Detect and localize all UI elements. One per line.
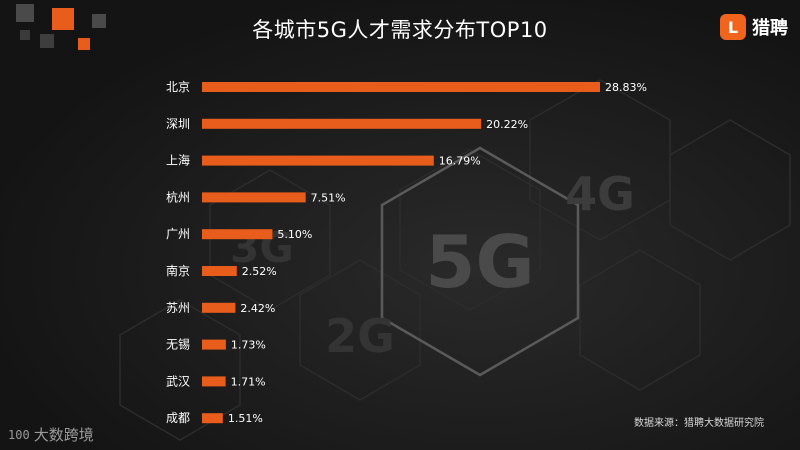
hexagon [579,249,701,391]
chart-title: 各城市5G人才需求分布TOP10 [252,18,548,42]
liepin-logo-text: 猎聘 [752,18,788,39]
cube-gray [16,4,34,22]
hexagon-grid [119,79,791,441]
category-label: 苏州 [166,301,190,315]
cube-gray-4 [20,30,30,40]
data-source-note: 数据来源：猎聘大数据研究院 [634,418,764,429]
watermark: 100 大数跨境 [8,424,94,445]
category-label: 无锡 [166,337,190,352]
value-label: 1.51% [228,412,263,425]
bar [202,155,434,166]
category-label: 武汉 [166,374,190,388]
liepin-logo-icon: L [720,14,746,40]
bar [202,229,273,240]
watermark-text: 大数跨境 [33,426,94,444]
value-label: 5.10% [277,228,312,241]
value-label: 2.52% [242,265,277,278]
bg-label-2g: 2G [325,309,395,363]
value-label: 1.73% [231,339,266,352]
hexagon [669,119,791,261]
bar [202,118,482,129]
hexagon-5g-frame [380,146,580,377]
value-label: 1.71% [231,375,266,388]
category-label: 上海 [166,153,190,168]
bg-label-4g: 4G [565,167,635,221]
category-label: 成都 [166,411,190,425]
bar [202,192,306,203]
category-label: 杭州 [166,189,190,204]
hexagon [399,149,541,311]
value-label: 16.79% [439,155,481,168]
liepin-logo: L 猎聘 [720,14,788,40]
cube-gray-3 [40,34,54,48]
value-label: 20.22% [486,118,528,131]
hexagon [119,299,241,441]
cube-orange-2 [78,38,90,50]
hexagon [299,259,421,401]
hexagon [209,169,331,311]
category-label: 广州 [166,227,190,241]
bar [202,266,237,276]
hexagon [529,79,671,241]
cube-gray-2 [92,14,106,28]
value-label: 7.51% [311,191,346,204]
bar [202,302,236,313]
bg-label-5g: 5G [425,220,534,304]
bar [202,339,226,350]
category-label: 北京 [166,80,190,94]
corner-cubes [16,4,106,50]
category-label: 深圳 [166,117,190,131]
category-label: 南京 [166,263,190,278]
bar [202,82,600,92]
cube-orange [52,8,74,30]
bar [202,413,223,424]
value-label: 28.83% [605,81,647,94]
value-label: 2.42% [240,302,275,315]
watermark-icon: 100 [8,427,30,442]
bar [202,376,226,387]
